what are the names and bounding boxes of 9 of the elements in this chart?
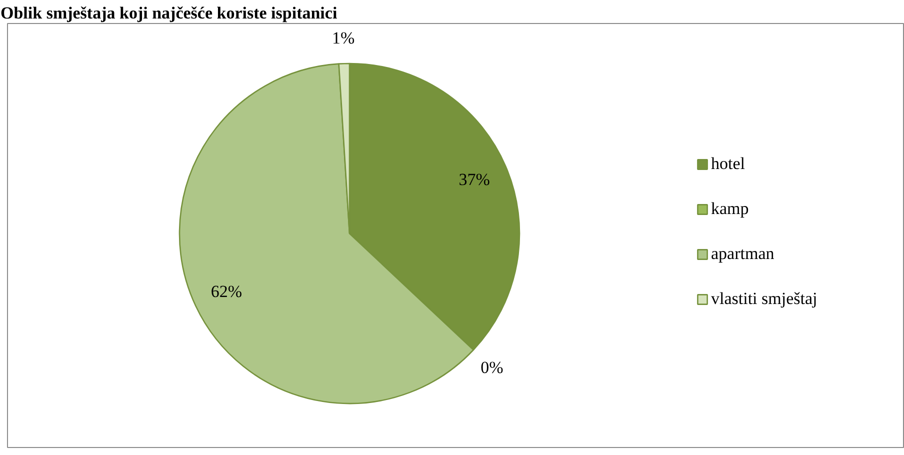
data-label: 1% <box>332 28 355 48</box>
legend-label: hotel <box>711 154 745 174</box>
legend-label: apartman <box>711 244 774 264</box>
chart-title: Oblik smještaja koji najčešće koriste ispitanici <box>0 4 338 22</box>
text: 0% <box>480 358 504 377</box>
legend-label: vlastiti smještaj <box>711 289 818 309</box>
data-label: 37% <box>458 170 490 189</box>
legend-label: kamp <box>711 199 749 219</box>
data-label: 62% <box>210 282 242 301</box>
